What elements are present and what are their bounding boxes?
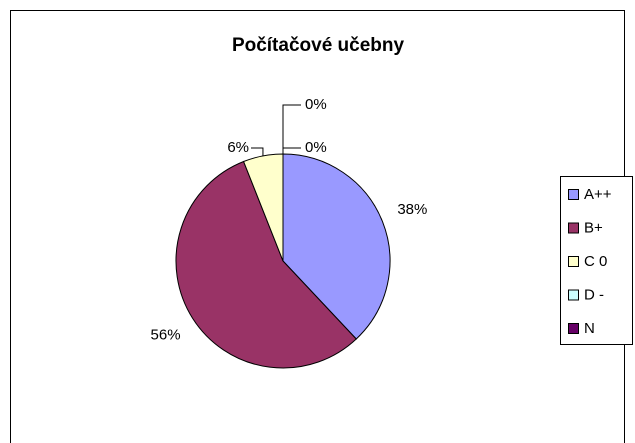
leader-line: [282, 104, 301, 154]
legend-swatch: [568, 289, 579, 301]
data-label: 0%: [305, 139, 327, 156]
legend-label: N: [584, 320, 595, 337]
data-label: 0%: [305, 96, 327, 113]
pie-slice: [175, 160, 357, 369]
data-label: 38%: [397, 201, 427, 218]
legend-label: A++: [584, 186, 612, 203]
legend-label: D -: [584, 286, 604, 303]
data-label: 6%: [227, 139, 249, 156]
legend-swatch: [568, 256, 579, 267]
legend-swatch: [568, 189, 579, 200]
pie-slice: [282, 153, 391, 340]
chart-title: Počítačové učebny: [232, 35, 405, 56]
legend-label: B+: [584, 219, 603, 236]
data-label: 56%: [151, 327, 181, 344]
leader-line: [251, 147, 264, 156]
legend-swatch: [568, 323, 579, 334]
legend-label: C 0: [584, 253, 607, 270]
legend-swatch: [568, 222, 579, 234]
